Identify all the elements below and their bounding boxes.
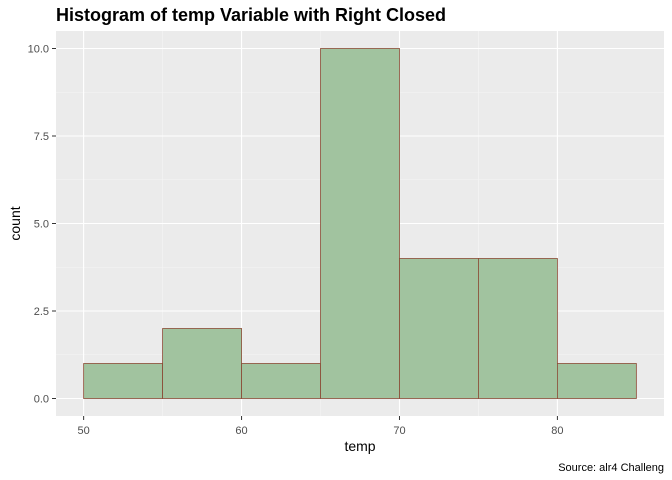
x-tick-label: 60 [235, 425, 247, 437]
x-axis-tick-labels: 50 60 70 80 [78, 425, 564, 437]
histogram-bar [162, 328, 242, 399]
x-axis-title: temp [344, 438, 375, 454]
y-tick-label: 7.5 [34, 131, 49, 143]
x-tick-label: 80 [551, 425, 563, 437]
histogram-bar [557, 363, 637, 399]
x-tick-label: 50 [78, 425, 90, 437]
histogram-bar [241, 363, 321, 399]
histogram-bar [83, 363, 163, 399]
x-tick-label: 70 [393, 425, 405, 437]
histogram-bar [320, 48, 400, 399]
y-tick-label: 5.0 [34, 219, 49, 231]
chart-title: Histogram of temp Variable with Right Cl… [56, 5, 447, 25]
y-tick-label: 2.5 [34, 306, 49, 318]
axis-ticks [52, 48, 558, 420]
histogram-bar [478, 258, 558, 399]
histogram-bars [83, 48, 637, 399]
y-tick-label: 10.0 [28, 44, 49, 56]
y-axis-tick-labels: 0.0 2.5 5.0 7.5 10.0 [28, 44, 49, 406]
caption: Source: alr4 Challeng [558, 462, 664, 474]
histogram-bar [399, 258, 479, 399]
y-axis-title: count [7, 206, 23, 240]
y-tick-label: 0.0 [34, 394, 49, 406]
